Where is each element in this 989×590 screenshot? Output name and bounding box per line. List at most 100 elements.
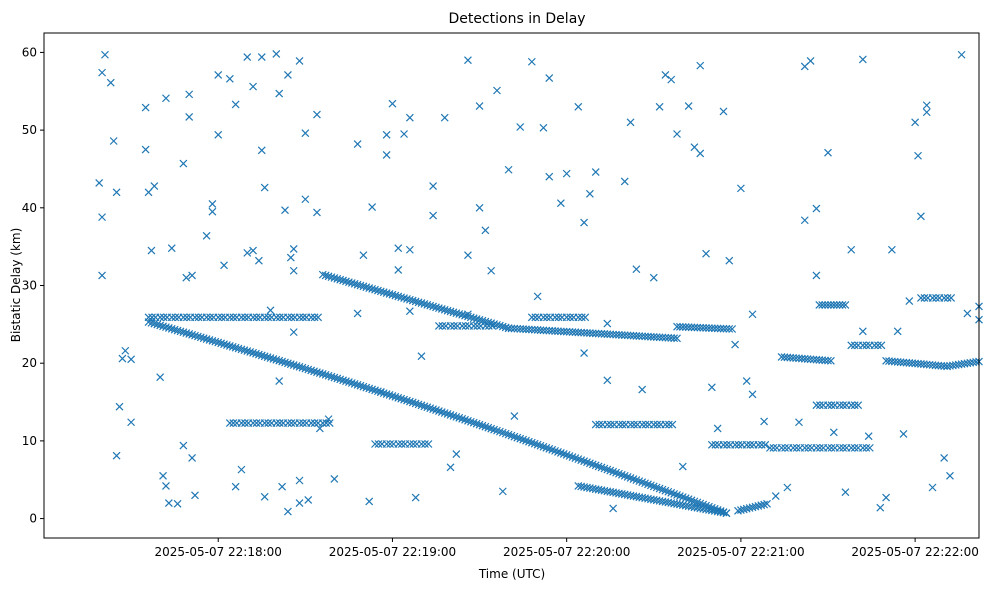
data-point bbox=[225, 313, 234, 322]
data-point bbox=[362, 283, 371, 292]
data-point bbox=[301, 129, 310, 138]
data-point bbox=[440, 305, 449, 314]
data-point bbox=[838, 300, 847, 309]
data-point bbox=[202, 231, 211, 240]
data-point bbox=[882, 493, 891, 502]
data-point bbox=[382, 151, 391, 159]
data-point bbox=[179, 159, 188, 168]
data-point bbox=[191, 313, 199, 322]
data-point bbox=[481, 321, 490, 330]
data-point bbox=[713, 424, 722, 433]
data-point bbox=[531, 313, 540, 322]
data-point bbox=[760, 417, 769, 426]
data-point bbox=[382, 289, 391, 297]
data-point bbox=[421, 440, 429, 448]
data-point bbox=[405, 113, 414, 122]
data-point bbox=[405, 245, 414, 254]
data-point bbox=[231, 343, 240, 352]
data-point bbox=[887, 245, 896, 254]
data-point bbox=[266, 306, 275, 315]
data-point bbox=[748, 390, 757, 399]
data-point bbox=[461, 321, 470, 330]
data-point bbox=[185, 90, 194, 99]
data-point bbox=[388, 290, 397, 299]
data-point bbox=[336, 275, 345, 284]
data-point bbox=[458, 321, 467, 330]
data-point bbox=[164, 324, 173, 332]
data-point bbox=[911, 118, 920, 127]
data-point bbox=[426, 301, 435, 310]
data-point bbox=[417, 299, 426, 308]
data-point bbox=[260, 183, 269, 192]
data-point bbox=[835, 401, 844, 410]
data-point bbox=[164, 499, 173, 507]
data-point bbox=[769, 443, 778, 452]
data-point bbox=[493, 320, 501, 329]
data-point bbox=[327, 372, 336, 381]
data-point bbox=[307, 313, 316, 322]
data-point bbox=[661, 420, 670, 429]
data-point bbox=[603, 420, 612, 429]
data-point bbox=[707, 383, 716, 392]
data-point bbox=[684, 323, 693, 332]
data-point bbox=[745, 504, 754, 512]
data-point bbox=[826, 300, 835, 309]
data-point bbox=[687, 323, 696, 332]
data-point bbox=[556, 199, 565, 208]
data-points bbox=[95, 50, 983, 518]
x-tick-label: 2025-05-07 22:20:00 bbox=[503, 545, 630, 559]
data-point bbox=[417, 440, 426, 448]
y-tick-label: 50 bbox=[22, 123, 37, 137]
data-point bbox=[254, 350, 263, 359]
data-point bbox=[839, 401, 848, 410]
data-point bbox=[947, 294, 956, 302]
data-point bbox=[283, 359, 292, 368]
data-point bbox=[812, 443, 821, 452]
data-point bbox=[850, 443, 859, 452]
data-point bbox=[725, 256, 734, 265]
data-point bbox=[917, 294, 925, 302]
data-point bbox=[783, 483, 792, 492]
data-point bbox=[446, 307, 455, 316]
data-point bbox=[940, 362, 949, 370]
data-point bbox=[734, 506, 742, 515]
data-point bbox=[675, 322, 684, 331]
data-point bbox=[690, 143, 699, 152]
data-point bbox=[804, 443, 813, 452]
data-point bbox=[829, 428, 838, 437]
data-point bbox=[498, 487, 507, 496]
data-point bbox=[972, 358, 981, 366]
data-point bbox=[928, 294, 937, 302]
data-point bbox=[475, 203, 484, 212]
data-point bbox=[574, 313, 583, 322]
data-point bbox=[264, 419, 273, 427]
data-point bbox=[826, 356, 835, 365]
data-point bbox=[618, 420, 627, 429]
data-point bbox=[98, 68, 106, 77]
data-point bbox=[473, 321, 482, 330]
data-point bbox=[449, 308, 458, 317]
data-point bbox=[595, 420, 604, 429]
data-point bbox=[225, 419, 234, 427]
data-point bbox=[243, 53, 252, 62]
data-point bbox=[626, 118, 635, 127]
data-point bbox=[865, 443, 874, 452]
data-point bbox=[353, 280, 362, 289]
data-point bbox=[566, 313, 575, 322]
data-point bbox=[199, 334, 208, 343]
data-point bbox=[170, 325, 179, 334]
data-point bbox=[275, 377, 284, 385]
data-point bbox=[228, 342, 237, 351]
data-point bbox=[246, 348, 255, 356]
data-point bbox=[746, 440, 755, 449]
data-point bbox=[661, 71, 670, 79]
data-point bbox=[580, 349, 589, 358]
data-point bbox=[464, 56, 472, 65]
data-point bbox=[562, 169, 571, 178]
data-point bbox=[257, 351, 266, 360]
data-point bbox=[298, 363, 307, 372]
data-point bbox=[141, 103, 150, 112]
data-point bbox=[678, 322, 687, 331]
data-point bbox=[812, 204, 821, 213]
